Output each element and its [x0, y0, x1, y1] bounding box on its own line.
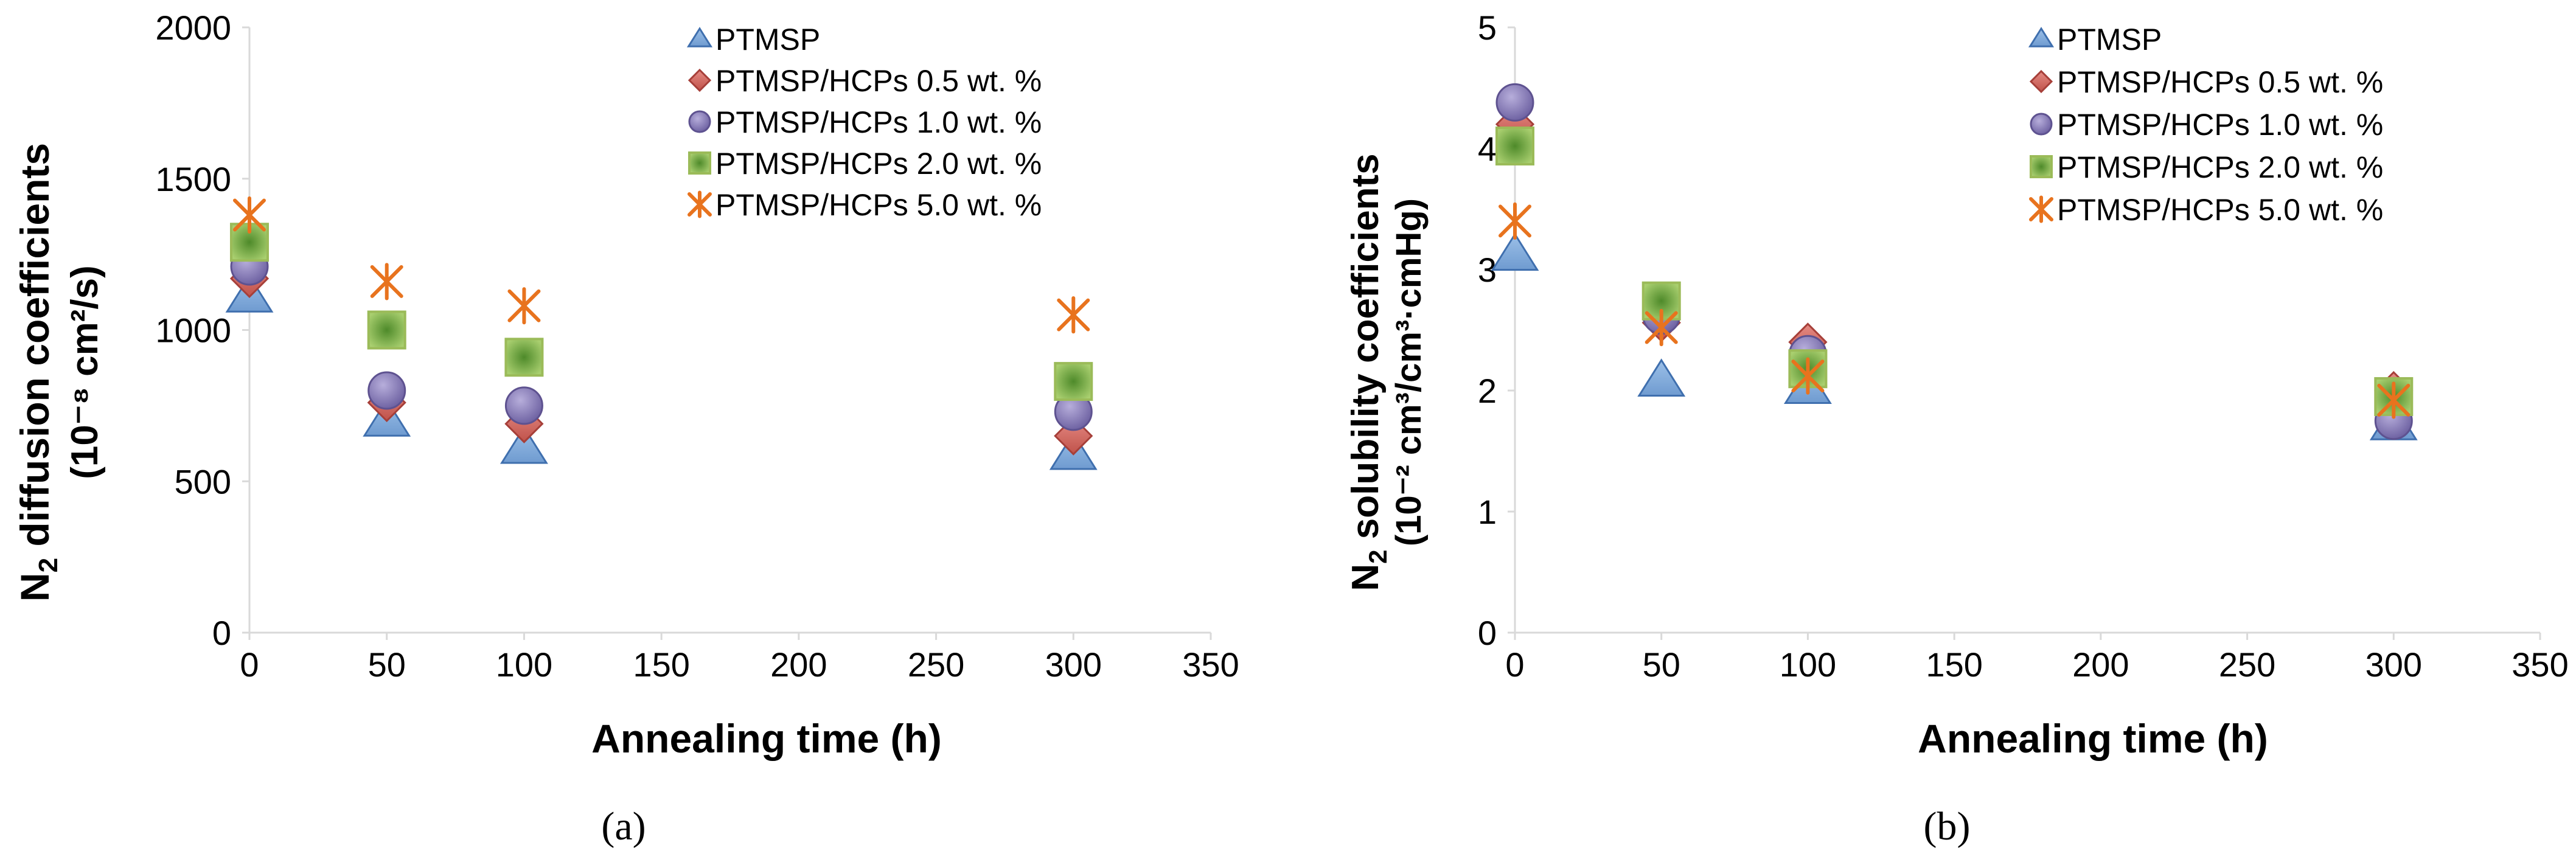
legend-label: PTMSP/HCPs 5.0 wt. % [2057, 193, 2383, 227]
legend-label: PTMSP/HCPs 1.0 wt. % [715, 105, 1042, 139]
legend-marker-diamond [2029, 69, 2053, 94]
data-point-square [367, 310, 406, 350]
data-point-asterisk [507, 287, 541, 325]
data-point-asterisk [370, 263, 403, 300]
y-axis-units-a: (10⁻⁸ cm²/s) [64, 265, 106, 479]
x-tick-label: 150 [633, 645, 689, 684]
y-axis-units-b: (10⁻² cm³/cm³·cmHg) [1389, 198, 1429, 546]
x-tick-label: 350 [2512, 645, 2568, 684]
x-axis-title-b: Annealing time (h) [1918, 716, 2268, 761]
data-point-asterisk [1645, 308, 1678, 347]
x-tick-label: 200 [2072, 645, 2129, 684]
panel-label-a: (a) [601, 804, 646, 849]
legend-marker-triangle [686, 27, 713, 47]
x-tick-label: 300 [1045, 645, 1102, 684]
y-tick-label: 1 [1478, 493, 1497, 531]
legend-label: PTMSP/HCPs 1.0 wt. % [2057, 108, 2383, 142]
data-point-asterisk [1057, 296, 1090, 334]
legend-label: PTMSP [2057, 23, 2162, 57]
data-point-square [1495, 127, 1534, 166]
legend-label: PTMSP/HCPs 5.0 wt. % [715, 188, 1042, 222]
legend-marker-square [2030, 155, 2053, 178]
legend-label: PTMSP/HCPs 0.5 wt. % [2057, 65, 2383, 99]
x-tick-label: 350 [1182, 645, 1239, 684]
data-point-asterisk [233, 196, 266, 234]
y-tick-label: 0 [212, 614, 231, 652]
data-point-square [1054, 362, 1093, 401]
x-tick-label: 200 [770, 645, 827, 684]
x-tick-label: 100 [496, 645, 552, 684]
legend-marker-diamond [688, 68, 712, 92]
data-point-circle [367, 371, 406, 410]
legend-marker-square [688, 151, 711, 175]
y-tick-label: 4 [1478, 130, 1497, 168]
axis-lines-a [242, 26, 1212, 640]
legend-marker-circle [2030, 113, 2053, 136]
data-point-asterisk [1791, 357, 1825, 395]
data-point-triangle [500, 425, 548, 464]
x-tick-label: 0 [240, 645, 259, 684]
x-tick-label: 150 [1926, 645, 1982, 684]
y-tick-label: 1500 [155, 160, 231, 198]
data-point-circle [504, 386, 543, 425]
y-tick-label: 5 [1478, 9, 1497, 47]
x-tick-label: 50 [368, 645, 406, 684]
data-point-asterisk [2377, 381, 2411, 419]
x-tick-label: 250 [2219, 645, 2275, 684]
legend-marker-asterisk [2029, 195, 2053, 223]
y-tick-label: 500 [175, 462, 231, 501]
data-marks-b [1491, 83, 2418, 440]
x-axis-title-a: Annealing time (h) [591, 716, 942, 761]
data-point-asterisk [1499, 202, 1531, 240]
panel-label-b: (b) [1924, 804, 1971, 849]
data-point-circle [1495, 83, 1534, 122]
legend-label: PTMSP [715, 23, 820, 57]
y-axis-title-b: N2 solubility coefficients [1345, 153, 1392, 591]
legend-label: PTMSP/HCPs 0.5 wt. % [715, 64, 1042, 98]
y-tick-label: 0 [1478, 614, 1497, 652]
data-point-triangle [1491, 232, 1539, 271]
x-tick-label: 0 [1505, 645, 1524, 684]
y-tick-label: 1000 [155, 311, 231, 350]
x-tick-label: 250 [908, 645, 964, 684]
chart-panel-a: 0 50 100 150 200 250 300 350 0 500 1000 1500 2000 PT… [12, 9, 1239, 849]
data-point-triangle [1637, 358, 1686, 397]
legend-b: PTMSP PTMSP/HCPs 0.5 wt. % PTMSP/HCPs 1.0 … [2028, 23, 2383, 227]
tick-labels-a: 0 50 100 150 200 250 300 350 0 500 1000 1500 2000 [155, 9, 1239, 684]
legend-a: PTMSP PTMSP/HCPs 0.5 wt. % PTMSP/HCPs 1.0 … [686, 23, 1042, 222]
x-tick-label: 300 [2365, 645, 2422, 684]
legend-label: PTMSP/HCPs 2.0 wt. % [715, 147, 1042, 181]
x-tick-label: 50 [1643, 645, 1680, 684]
legend-marker-asterisk [688, 190, 712, 218]
data-marks-a [225, 196, 1098, 470]
legend-marker-triangle [2028, 27, 2055, 47]
y-axis-title-a: N2 diffusion coefficients [12, 143, 63, 602]
y-tick-label: 2000 [155, 9, 231, 47]
x-tick-label: 100 [1780, 645, 1836, 684]
data-point-square [504, 338, 544, 377]
legend-marker-circle [688, 110, 711, 133]
y-tick-label: 2 [1478, 372, 1497, 410]
legend-label: PTMSP/HCPs 2.0 wt. % [2057, 150, 2383, 184]
